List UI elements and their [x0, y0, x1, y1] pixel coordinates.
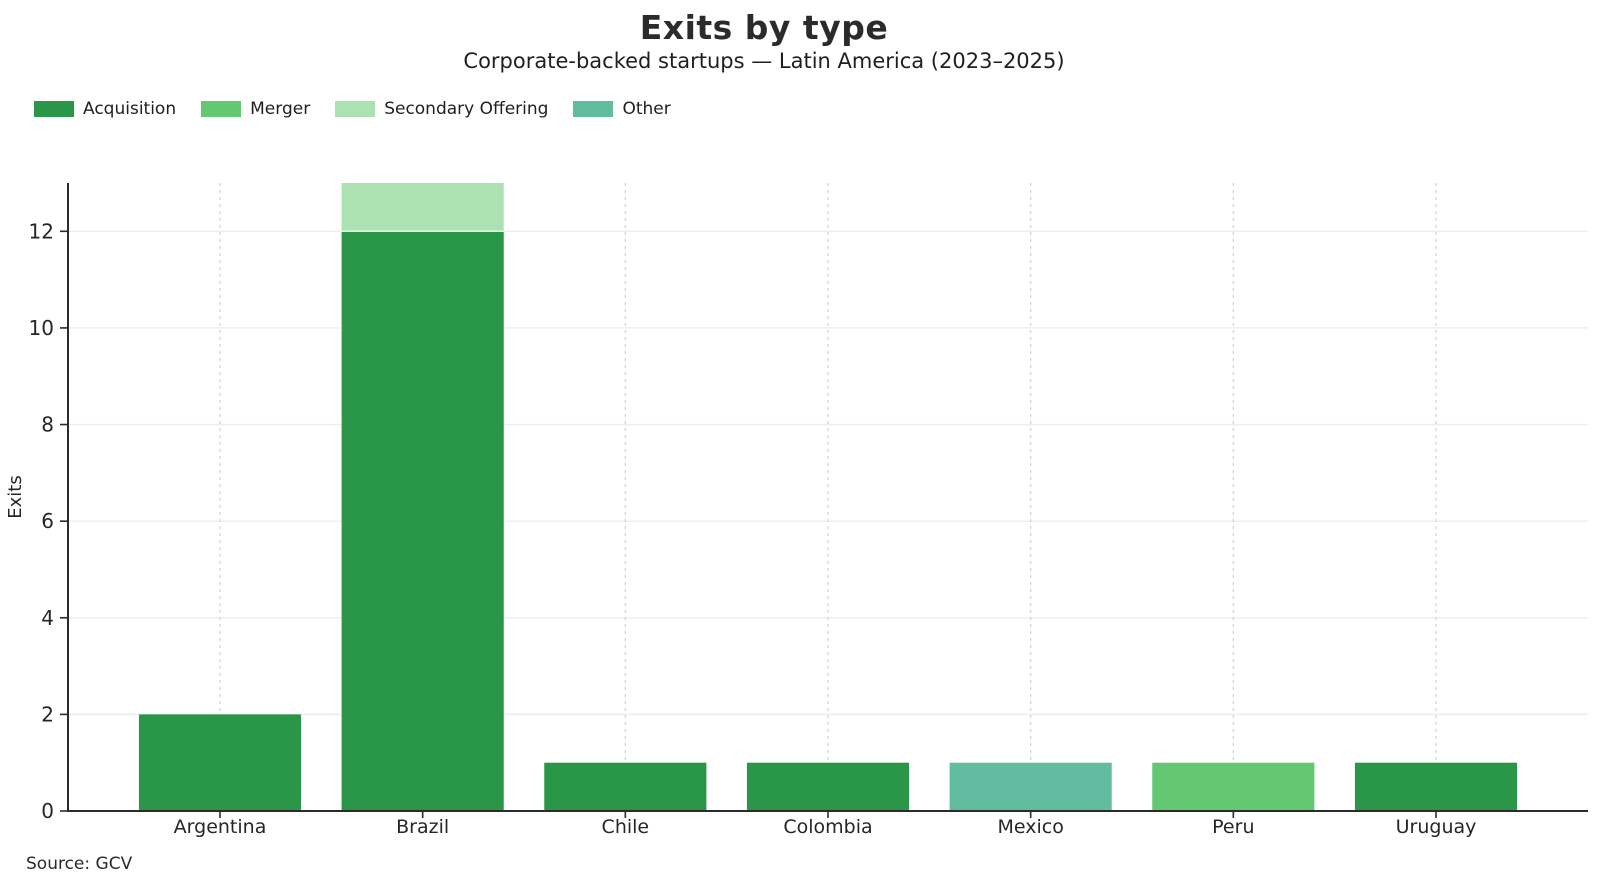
bar-segment-argentina-acquisition	[138, 714, 302, 811]
legend-item-secondary-offering: Secondary Offering	[335, 99, 548, 119]
x-tick-label: Uruguay	[1396, 816, 1477, 838]
y-tick-label: 4	[41, 606, 54, 630]
legend-label-acquisition: Acquisition	[83, 99, 177, 119]
legend-swatch-merger	[201, 101, 242, 117]
legend-item-merger: Merger	[201, 99, 310, 119]
y-tick-label: 10	[29, 316, 54, 340]
y-axis-label: Exits	[5, 475, 26, 518]
legend-label-other: Other	[622, 99, 671, 119]
bar-segment-uruguay-acquisition	[1354, 762, 1518, 811]
legend-swatch-acquisition	[34, 101, 74, 117]
x-tick-label: Chile	[602, 816, 650, 838]
x-tick-label: Colombia	[783, 816, 872, 838]
legend: Acquisition Merger Secondary Offering Other	[34, 99, 671, 119]
y-tick-label: 8	[41, 413, 54, 437]
y-tick-label: 2	[41, 702, 54, 726]
legend-item-other: Other	[573, 99, 671, 119]
legend-label-secondary-offering: Secondary Offering	[384, 99, 549, 119]
bar-segment-brazil-secondary-offering	[341, 183, 504, 232]
y-tick-label: 12	[29, 219, 54, 243]
x-tick-label: Argentina	[174, 816, 267, 838]
legend-swatch-other	[573, 101, 614, 117]
legend-label-merger: Merger	[250, 99, 311, 119]
bar-segment-peru-merger	[1152, 762, 1315, 811]
source-note: Source: GCV	[26, 854, 133, 874]
bar-segment-chile-acquisition	[544, 762, 707, 811]
x-tick-label: Mexico	[997, 816, 1063, 838]
x-tick-label: Peru	[1212, 816, 1254, 838]
bar-segment-mexico-other	[949, 762, 1112, 811]
legend-item-acquisition: Acquisition	[34, 99, 176, 119]
bar-segment-brazil-acquisition	[341, 231, 504, 812]
y-tick-label: 0	[41, 799, 54, 823]
chart-subtitle: Corporate-backed startups — Latin Americ…	[463, 49, 1065, 73]
y-tick-label: 6	[41, 509, 54, 533]
chart-title: Exits by type	[639, 8, 889, 47]
legend-swatch-secondary-offering	[335, 101, 376, 117]
bar-segment-colombia-acquisition	[746, 762, 910, 811]
x-tick-label: Brazil	[396, 816, 449, 838]
